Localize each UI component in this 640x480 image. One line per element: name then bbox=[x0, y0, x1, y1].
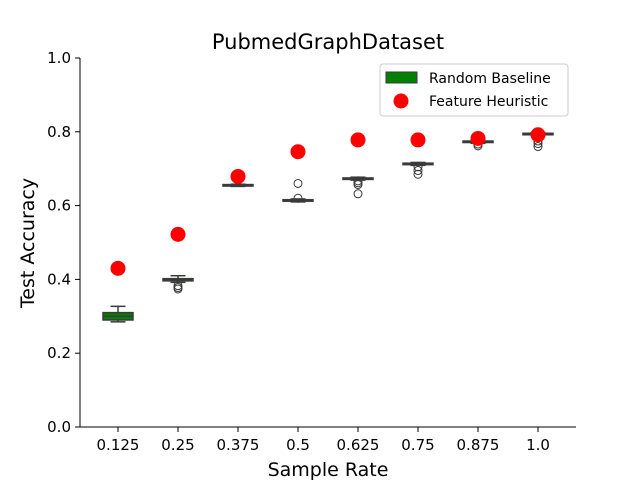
feature-heuristic-point bbox=[470, 130, 486, 146]
legend-label-feature-heuristic: Feature Heuristic bbox=[429, 94, 548, 110]
x-tick-label: 0.625 bbox=[337, 436, 380, 454]
box-0.375 bbox=[222, 183, 254, 188]
feature-heuristic-point bbox=[290, 144, 306, 160]
outlier-point bbox=[533, 142, 543, 152]
x-axis-ticks: 0.125 0.25 0.375 0.5 0.625 0.75 0.875 1.0 bbox=[97, 427, 550, 454]
x-tick-label: 0.375 bbox=[217, 436, 260, 454]
box-0.75 bbox=[402, 161, 434, 179]
x-tick-label: 0.25 bbox=[161, 436, 194, 454]
outlier-point bbox=[353, 189, 363, 199]
y-tick-label: 0.0 bbox=[47, 418, 71, 436]
feature-heuristic-point bbox=[230, 168, 246, 184]
outlier-point bbox=[413, 169, 423, 179]
legend-label-random-baseline: Random Baseline bbox=[429, 71, 551, 87]
outlier-point bbox=[413, 162, 423, 172]
feature-heuristic-point bbox=[110, 260, 126, 276]
legend-swatch-feature-heuristic bbox=[393, 93, 409, 109]
feature-heuristic-point bbox=[530, 127, 546, 143]
y-tick-label: 0.2 bbox=[47, 344, 71, 362]
outlier-point bbox=[353, 176, 363, 186]
box-0.125 bbox=[102, 305, 134, 323]
legend-swatch-random-baseline bbox=[385, 71, 418, 84]
x-tick-label: 0.5 bbox=[286, 436, 310, 454]
feature-heuristic-point bbox=[410, 132, 426, 148]
outlier-point bbox=[293, 178, 303, 188]
outlier-point bbox=[173, 281, 183, 291]
y-tick-label: 1.0 bbox=[47, 49, 71, 67]
x-tick-label: 0.75 bbox=[401, 436, 434, 454]
box-0.5 bbox=[282, 178, 314, 203]
box-0.625 bbox=[342, 176, 374, 199]
chart-title: PubmedGraphDataset bbox=[212, 30, 444, 54]
y-tick-label: 0.4 bbox=[47, 270, 71, 288]
outlier-point bbox=[413, 166, 423, 176]
legend: Random Baseline Feature Heuristic bbox=[379, 63, 569, 117]
y-tick-label: 0.8 bbox=[47, 123, 71, 141]
x-tick-label: 0.125 bbox=[97, 436, 140, 454]
y-tick-label: 0.6 bbox=[47, 197, 71, 215]
x-axis-label: Sample Rate bbox=[268, 459, 389, 480]
outlier-point bbox=[293, 193, 303, 203]
x-tick-label: 1.0 bbox=[526, 436, 550, 454]
random-baseline-boxes bbox=[102, 131, 554, 323]
feature-heuristic-points bbox=[110, 127, 546, 276]
feature-heuristic-point bbox=[350, 132, 366, 148]
feature-heuristic-point bbox=[170, 226, 186, 242]
y-axis-ticks: 0.0 0.2 0.4 0.6 0.8 1.0 bbox=[47, 49, 80, 436]
legend-frame bbox=[379, 63, 569, 117]
x-tick-label: 0.875 bbox=[457, 436, 500, 454]
y-axis-label: Test Accuracy bbox=[17, 178, 39, 309]
box-0.25 bbox=[162, 274, 194, 294]
